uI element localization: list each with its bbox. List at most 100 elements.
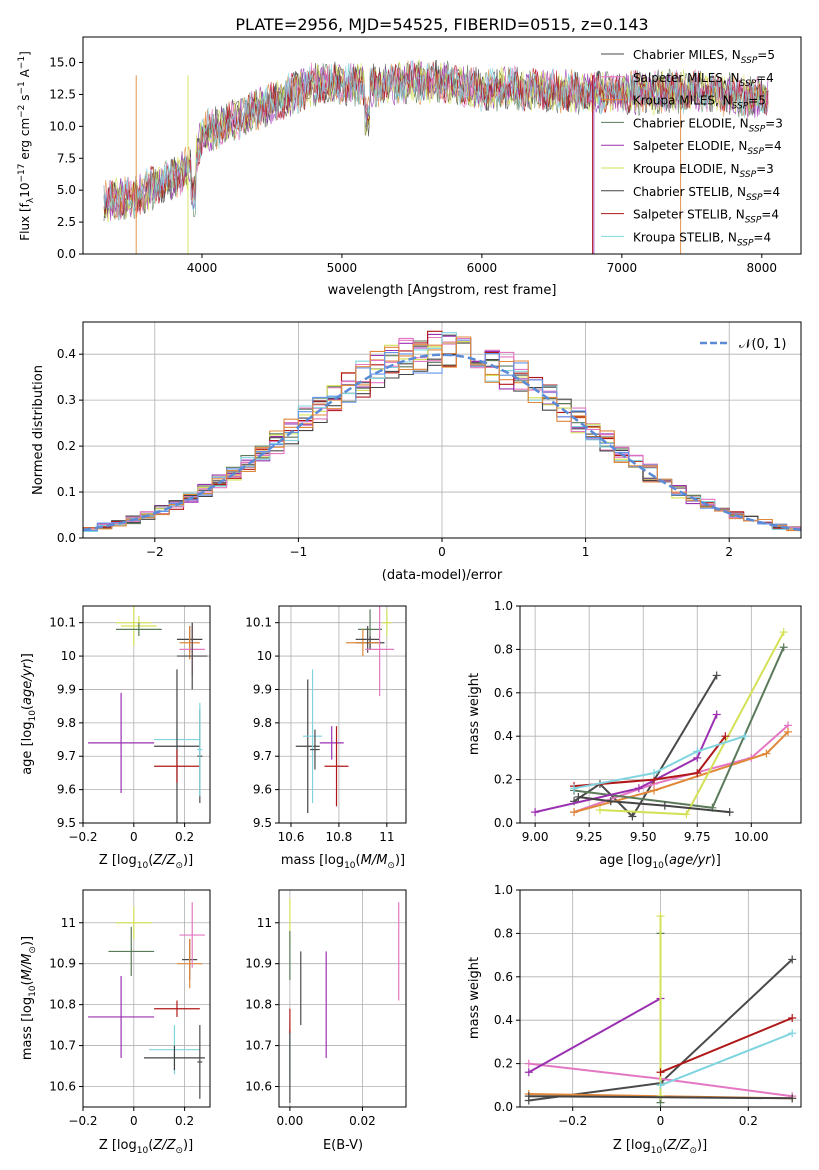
weight-marker (762, 749, 771, 758)
axes-frame (82, 889, 211, 1108)
axes-age-vs-mass: 10.6 10.8 11 9.5 9.6 9.7 9.8 9.9 10 10.1 mass [log… (245, 605, 407, 871)
plot-area (524, 912, 797, 1107)
x-tick-label: 7000 (607, 261, 638, 275)
weight-marker (682, 810, 691, 819)
y-tick-label: 0.8 (494, 642, 513, 656)
y-tick-label: 10 (61, 649, 76, 663)
y-tick-label: 9.7 (253, 749, 272, 763)
weight-line (573, 735, 727, 788)
plot-area (531, 628, 793, 821)
x-tick-label: 0 (130, 830, 138, 844)
weight-marker (784, 727, 793, 736)
weight-marker (628, 812, 637, 821)
x-tick-label: −0.2 (68, 1114, 97, 1128)
x-tick-label: −1 (290, 545, 308, 559)
chart-layer: 4000 5000 6000 7000 80000.02.55.07.510.012.5… (17, 36, 802, 1156)
x-tick-label: −0.2 (68, 830, 97, 844)
y-axis-label: mass [log10(M/M⊙)] (20, 936, 38, 1060)
x-tick-label: 0 (130, 1114, 138, 1128)
weight-marker (656, 912, 665, 921)
y-tick-label: 9.6 (253, 783, 272, 797)
x-tick-label: 5000 (327, 261, 358, 275)
weight-marker (725, 808, 734, 817)
x-tick-label: 10.8 (326, 830, 353, 844)
weight-marker (712, 710, 721, 719)
axes-weight-vs-Z: −0.2 0 0.2 0.0 0.2 0.4 0.6 0.8 1.0 mass weight Z [… (467, 883, 802, 1156)
y-tick-label: 0.2 (494, 1057, 513, 1071)
legend-entry: Chabrier MILES, NSSP=5 (633, 48, 775, 66)
y-tick-label: 9.8 (253, 716, 272, 730)
normal-reference-curve (83, 353, 801, 532)
y-tick-label: 7.5 (57, 151, 76, 165)
y-axis-label: Flux [fλ10−17 erg cm−2 s−1 A−1] (17, 51, 36, 241)
x-tick-label: −0.2 (558, 1114, 587, 1128)
plot-area (83, 330, 801, 533)
x-axis-label: Z [log10(Z/Z⊙)] (99, 1138, 193, 1156)
x-tick-label: 4000 (187, 261, 218, 275)
legend-entry: Salpeter STELIB, NSSP=4 (633, 208, 779, 226)
plot-area (88, 606, 208, 823)
x-tick-label: 11 (379, 830, 394, 844)
y-tick-label: 10.6 (245, 1080, 272, 1094)
spectrum-line (103, 60, 769, 221)
y-tick-label: 0.0 (494, 816, 513, 830)
legend-entry: Salpeter ELODIE, NSSP=4 (633, 139, 782, 157)
legend-entry: Kroupa STELIB, NSSP=4 (633, 230, 771, 248)
y-tick-label: 0.3 (57, 393, 76, 407)
y-tick-label: 0.4 (57, 347, 76, 361)
y-tick-label: 9.5 (57, 816, 76, 830)
legend-entry: Salpeter MILES, NSSP=4 (633, 71, 774, 89)
weight-marker (606, 797, 615, 806)
y-tick-label: 10 (257, 649, 272, 663)
x-tick-label: 9.50 (630, 830, 657, 844)
axes-frame (278, 889, 407, 1108)
y-tick-label: 0.6 (494, 686, 513, 700)
weight-marker (656, 1092, 665, 1101)
axes-frame (519, 605, 802, 824)
weight-marker (634, 784, 643, 793)
x-tick-label: 0.2 (175, 830, 194, 844)
axes-frame (82, 36, 802, 255)
x-tick-label: 0.02 (349, 1114, 376, 1128)
x-axis-label: mass [log10(M/M⊙)] (281, 853, 405, 871)
x-axis-label: E(B-V) (323, 1138, 363, 1153)
weight-marker (788, 955, 797, 964)
axes-frame (278, 605, 407, 824)
weight-marker (788, 1014, 797, 1023)
weight-marker (650, 769, 659, 778)
y-tick-label: 9.5 (253, 816, 272, 830)
weight-marker (656, 1068, 665, 1077)
y-tick-label: 0.6 (494, 970, 513, 984)
weight-line (573, 674, 718, 819)
y-tick-label: 5.0 (57, 183, 76, 197)
y-tick-label: 2.5 (57, 215, 76, 229)
y-tick-label: 12.5 (49, 87, 76, 101)
weight-line (578, 796, 730, 814)
axes-mass-vs-Z: −0.2 0 0.2 10.6 10.7 10.8 10.9 11 mass [log10(M/… (20, 889, 211, 1156)
y-tick-label: 10.7 (49, 1039, 76, 1053)
x-axis-label: wavelength [Angstrom, rest frame] (328, 283, 557, 298)
chart-title: PLATE=2956, MJD=54525, FIBERID=0515, z=0… (235, 15, 648, 34)
x-axis-label: age [log10(age/yr)] (599, 853, 721, 871)
weight-marker (788, 1094, 797, 1103)
weight-line (573, 724, 789, 814)
y-tick-label: 9.6 (57, 783, 76, 797)
weight-line (660, 1017, 793, 1074)
y-tick-label: 9.8 (57, 716, 76, 730)
plot-area (295, 606, 395, 813)
y-tick-label: 0.2 (57, 439, 76, 453)
weight-marker (788, 1029, 797, 1038)
weight-marker (570, 784, 579, 793)
weight-marker (650, 786, 659, 795)
weight-marker (574, 792, 583, 801)
x-tick-label: 10.00 (734, 830, 768, 844)
x-tick-label: 0.2 (739, 1114, 758, 1128)
plot-area (88, 902, 205, 1099)
weight-marker (779, 643, 788, 652)
axes-age-vs-Z: −0.2 0 0.2 9.5 9.6 9.7 9.8 9.9 10 10.1 age [log10(… (20, 605, 211, 871)
plot-area (289, 898, 400, 1103)
weight-line (528, 997, 661, 1074)
legend-entry: Kroupa MILES, NSSP=5 (633, 94, 766, 112)
y-tick-label: 0.0 (57, 531, 76, 545)
x-tick-label: 0.00 (277, 1114, 304, 1128)
